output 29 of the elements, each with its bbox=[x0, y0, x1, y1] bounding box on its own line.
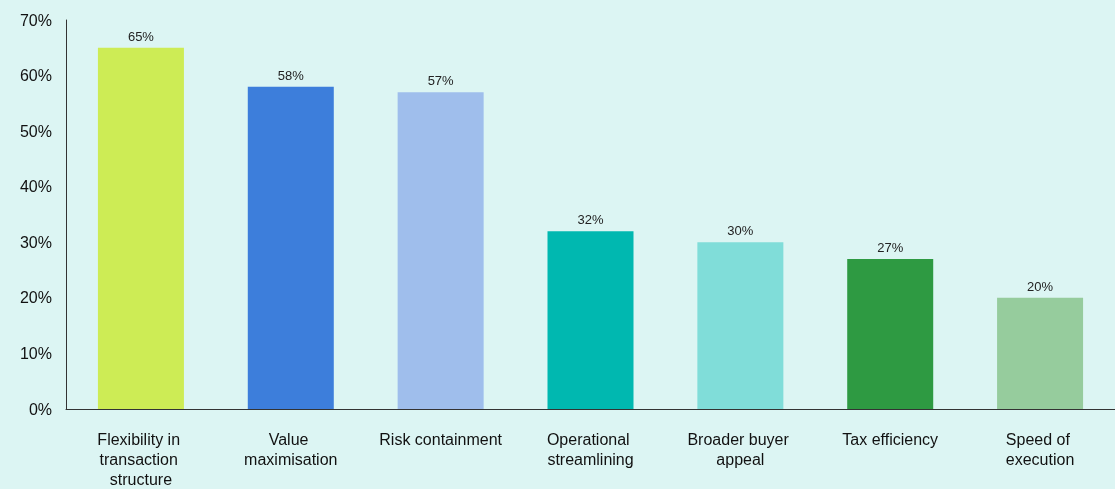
y-tick-label: 50% bbox=[19, 122, 52, 140]
x-tick-label: Broader buyer appeal bbox=[687, 430, 794, 468]
data-label: 65% bbox=[127, 28, 155, 44]
data-label: 57% bbox=[427, 73, 455, 89]
y-tick-label: 70% bbox=[19, 11, 52, 29]
y-tick-label: 20% bbox=[19, 289, 52, 307]
x-tick-label: Operational streamlining bbox=[546, 430, 635, 468]
x-tick-label: Flexibility in transaction structure bbox=[97, 430, 185, 488]
y-tick-label: 10% bbox=[19, 344, 52, 362]
bar bbox=[697, 242, 784, 409]
data-label: 32% bbox=[577, 212, 604, 228]
bar bbox=[997, 297, 1084, 409]
x-tick-label: Tax efficiency bbox=[842, 430, 939, 448]
y-tick-label: 60% bbox=[19, 67, 52, 85]
bar bbox=[547, 231, 634, 409]
data-label: 27% bbox=[877, 239, 904, 255]
x-tick-label: Value maximisation bbox=[244, 430, 338, 468]
bar bbox=[97, 47, 184, 409]
bar bbox=[247, 86, 334, 409]
y-tick-label: 0% bbox=[28, 400, 52, 418]
data-label: 58% bbox=[277, 67, 305, 83]
data-label: 30% bbox=[727, 223, 754, 239]
y-tick-label: 30% bbox=[19, 233, 52, 251]
y-tick-label: 40% bbox=[19, 178, 52, 196]
bar bbox=[847, 258, 934, 409]
bar bbox=[397, 92, 484, 409]
data-label: 20% bbox=[1027, 278, 1054, 294]
x-tick-label: Risk containment bbox=[379, 430, 503, 448]
x-tick-label: Speed of execution bbox=[1005, 430, 1075, 468]
